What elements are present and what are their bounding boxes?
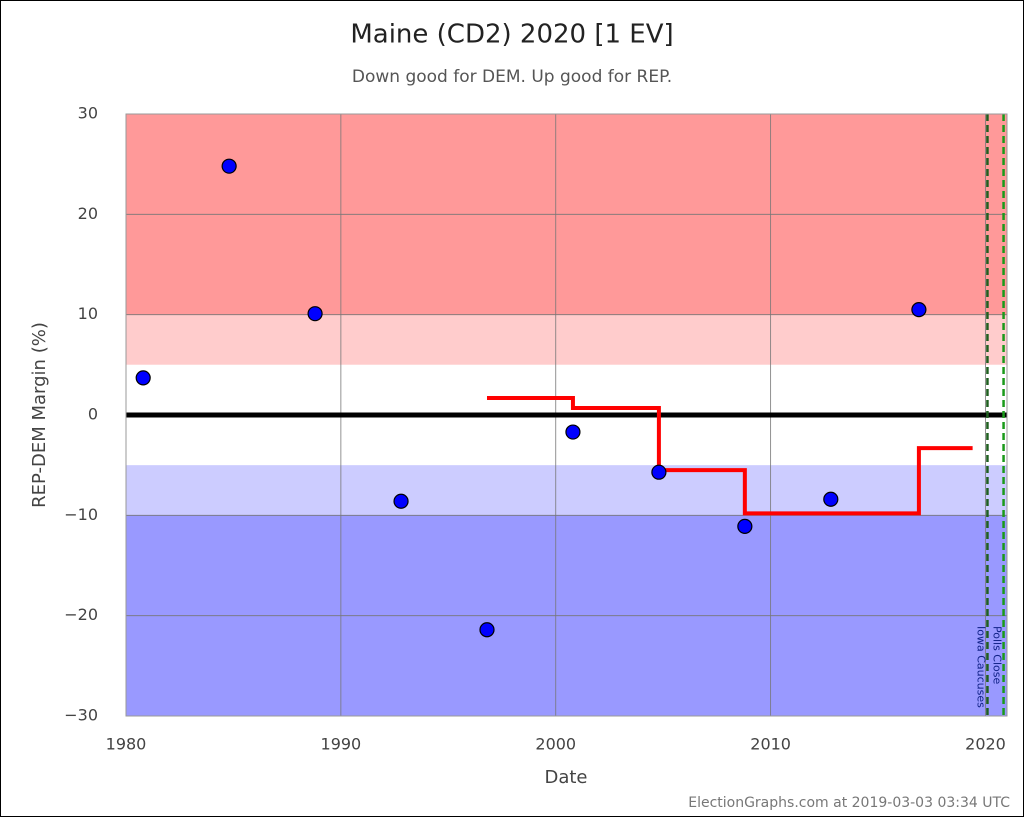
x-tick-label: 1990 bbox=[321, 735, 362, 754]
x-tick-label: 2010 bbox=[750, 735, 791, 754]
x-axis-label: Date bbox=[544, 767, 587, 788]
y-tick-label: −30 bbox=[64, 706, 98, 725]
poll-point bbox=[307, 306, 323, 322]
average-line bbox=[486, 395, 973, 516]
poll-point bbox=[737, 518, 753, 534]
poll-point bbox=[135, 370, 151, 386]
y-axis-label: REP-DEM Margin (%) bbox=[29, 322, 50, 508]
y-tick-label: 30 bbox=[78, 104, 98, 123]
poll-point bbox=[911, 302, 927, 318]
y-tick-label: 20 bbox=[78, 204, 98, 223]
y-tick-label: 10 bbox=[78, 304, 98, 323]
x-tick-label: 2000 bbox=[535, 735, 576, 754]
poll-point bbox=[823, 491, 839, 507]
poll-point bbox=[221, 158, 237, 174]
y-tick-label: −20 bbox=[64, 605, 98, 624]
chart-subtitle: Down good for DEM. Up good for REP. bbox=[352, 67, 672, 87]
plot-border bbox=[125, 113, 1008, 717]
event-label: Polls Close bbox=[991, 626, 1004, 685]
x-tick-label: 1980 bbox=[106, 735, 147, 754]
y-tick-label: 0 bbox=[88, 405, 98, 424]
chart-title: Maine (CD2) 2020 [1 EV] bbox=[350, 20, 673, 50]
poll-point bbox=[393, 493, 409, 509]
poll-point bbox=[651, 464, 667, 480]
event-label-group: Iowa Caucuses bbox=[974, 626, 987, 708]
poll-point bbox=[479, 622, 495, 638]
band bbox=[126, 465, 1007, 516]
footer: ElectionGraphs.com at 2019-03-03 03:34 U… bbox=[688, 795, 1010, 811]
x-tick-label: 2020 bbox=[965, 735, 1006, 754]
event-label: Iowa Caucuses bbox=[974, 626, 987, 708]
event-label-group: Polls Close bbox=[991, 626, 1004, 685]
band bbox=[126, 314, 1007, 365]
poll-point bbox=[565, 424, 581, 440]
y-tick-label: −10 bbox=[64, 505, 98, 524]
